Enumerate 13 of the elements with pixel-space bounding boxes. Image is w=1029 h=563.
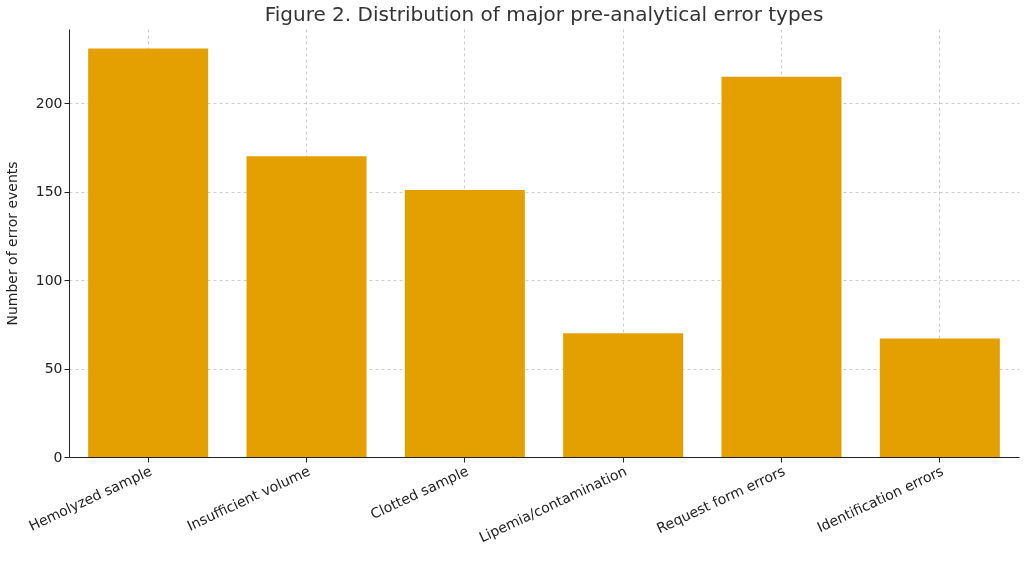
bar bbox=[563, 333, 684, 457]
bar bbox=[88, 48, 209, 457]
bar bbox=[879, 338, 1000, 457]
y-tick-label: 50 bbox=[44, 360, 63, 377]
bar bbox=[404, 189, 525, 457]
y-tick-label: 100 bbox=[35, 271, 63, 288]
y-axis-title: Number of error events bbox=[3, 161, 20, 326]
y-tick-label: 200 bbox=[35, 94, 63, 111]
bar bbox=[721, 76, 842, 457]
y-tick-label: 150 bbox=[35, 183, 63, 200]
bar bbox=[246, 156, 367, 457]
y-tick-label: 0 bbox=[53, 448, 63, 465]
chart-title: Figure 2. Distribution of major pre-analytical error types bbox=[264, 2, 824, 26]
